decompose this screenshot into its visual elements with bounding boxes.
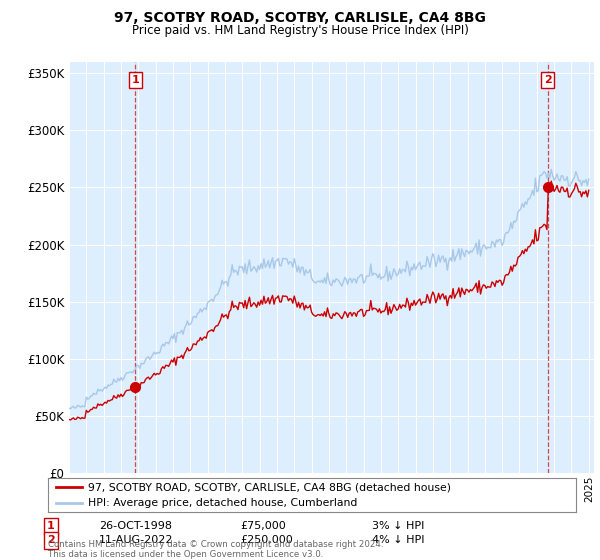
Text: 2: 2	[47, 535, 55, 545]
Text: 1: 1	[47, 521, 55, 531]
Text: 97, SCOTBY ROAD, SCOTBY, CARLISLE, CA4 8BG: 97, SCOTBY ROAD, SCOTBY, CARLISLE, CA4 8…	[114, 11, 486, 25]
Text: £250,000: £250,000	[240, 535, 293, 545]
Text: Price paid vs. HM Land Registry's House Price Index (HPI): Price paid vs. HM Land Registry's House …	[131, 24, 469, 36]
Text: 97, SCOTBY ROAD, SCOTBY, CARLISLE, CA4 8BG (detached house): 97, SCOTBY ROAD, SCOTBY, CARLISLE, CA4 8…	[88, 482, 451, 492]
Text: 2: 2	[544, 75, 551, 85]
Text: 1: 1	[131, 75, 139, 85]
Text: Contains HM Land Registry data © Crown copyright and database right 2024.
This d: Contains HM Land Registry data © Crown c…	[48, 540, 383, 559]
Text: £75,000: £75,000	[240, 521, 286, 531]
Text: 3% ↓ HPI: 3% ↓ HPI	[372, 521, 424, 531]
Text: 11-AUG-2022: 11-AUG-2022	[99, 535, 173, 545]
Text: HPI: Average price, detached house, Cumberland: HPI: Average price, detached house, Cumb…	[88, 498, 357, 508]
Text: 4% ↓ HPI: 4% ↓ HPI	[372, 535, 425, 545]
Text: 26-OCT-1998: 26-OCT-1998	[99, 521, 172, 531]
